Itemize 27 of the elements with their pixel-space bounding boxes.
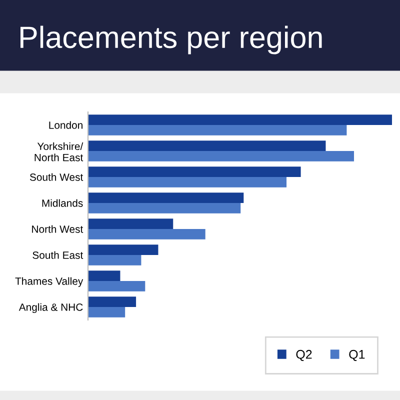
bar <box>88 218 174 229</box>
y-tick-label: Anglia & NHC <box>18 303 83 313</box>
y-tick-label: Midlands <box>42 199 83 207</box>
bar <box>88 192 244 203</box>
bar <box>88 307 126 318</box>
bar <box>88 166 301 177</box>
bar <box>88 140 326 151</box>
bar <box>88 270 120 281</box>
legend-label: Q2 <box>296 350 312 362</box>
y-tick-label: London <box>49 121 82 129</box>
bar <box>88 177 287 188</box>
bar <box>88 114 392 125</box>
chart-title: Placements per region <box>20 26 322 54</box>
y-tick-label: North West <box>32 225 84 233</box>
bar <box>88 281 146 292</box>
bar <box>88 255 142 266</box>
bar <box>88 203 241 214</box>
bar <box>88 125 347 136</box>
y-tick-label: South East <box>32 251 84 259</box>
y-tick-label: South West <box>30 173 84 181</box>
y-tick-label: Yorkshire/ North East <box>34 142 84 162</box>
bar <box>88 296 136 307</box>
bar <box>88 229 206 240</box>
bar <box>88 244 158 255</box>
legend-label: Q1 <box>349 350 365 362</box>
bar <box>88 151 354 162</box>
y-tick-label: Thames Valley <box>15 277 84 287</box>
